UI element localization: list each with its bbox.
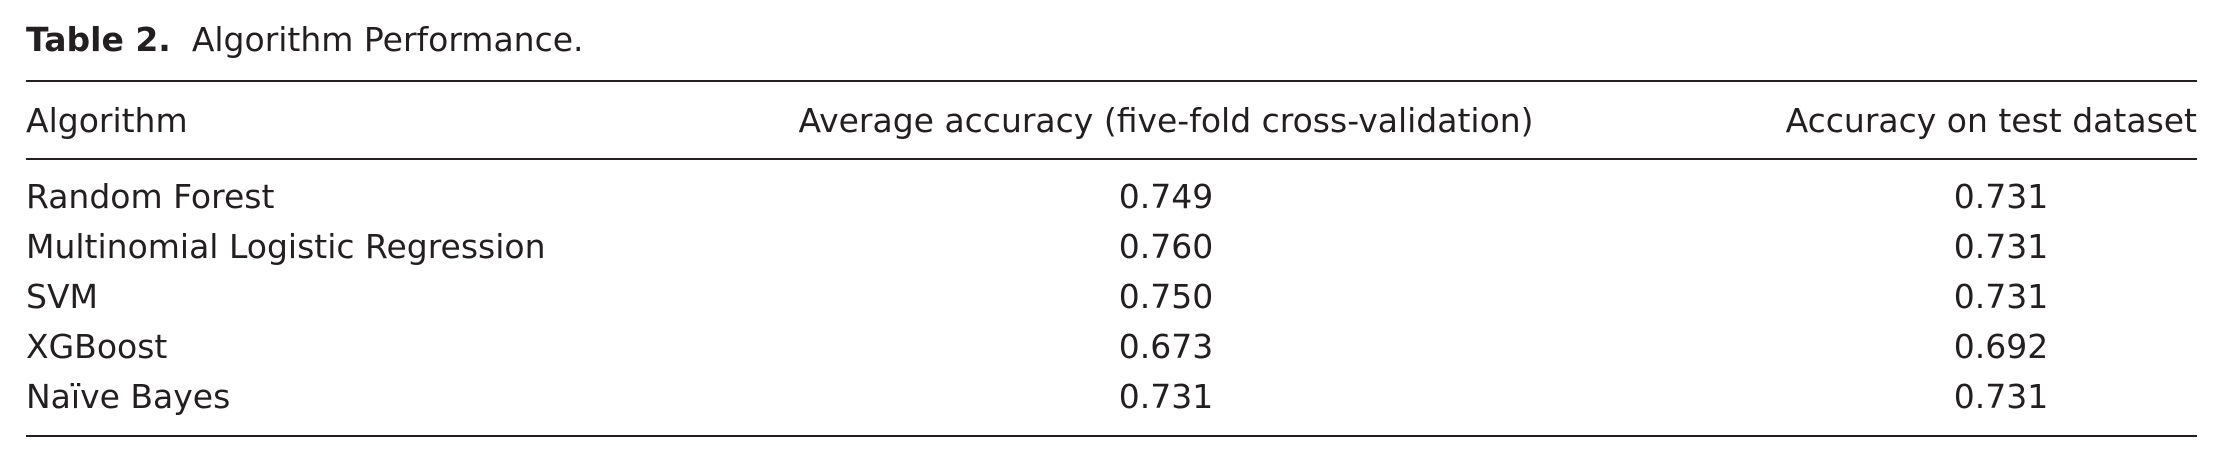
header-rule <box>26 158 2197 160</box>
header-cell: Accuracy on test dataset <box>1785 101 2197 140</box>
row-label: Random Forest <box>26 177 275 216</box>
cell: 0.760 <box>1118 227 1214 266</box>
cell: 0.692 <box>1953 327 2049 366</box>
header-cell: Algorithm <box>26 101 188 140</box>
cell: 0.731 <box>1953 177 2049 216</box>
cell: 0.749 <box>1118 177 1214 216</box>
bottom-rule <box>26 435 2197 437</box>
cell: 0.731 <box>1953 227 2049 266</box>
top-rule <box>26 80 2197 82</box>
caption: Table 2. Algorithm Performance. <box>26 20 584 60</box>
caption-label: Table 2. <box>26 20 171 59</box>
cell: 0.731 <box>1118 377 1214 416</box>
row-label: Multinomial Logistic Regression <box>26 227 546 266</box>
cell: 0.731 <box>1953 377 2049 416</box>
caption-title: Algorithm Performance. <box>191 20 584 59</box>
row-label: XGBoost <box>26 327 168 366</box>
row-label: SVM <box>26 277 98 316</box>
header-cell: Average accuracy (five-fold cross-valida… <box>798 101 1534 140</box>
cell: 0.673 <box>1118 327 1214 366</box>
cell: 0.750 <box>1118 277 1214 316</box>
cell: 0.731 <box>1953 277 2049 316</box>
row-label: Naïve Bayes <box>26 377 231 416</box>
